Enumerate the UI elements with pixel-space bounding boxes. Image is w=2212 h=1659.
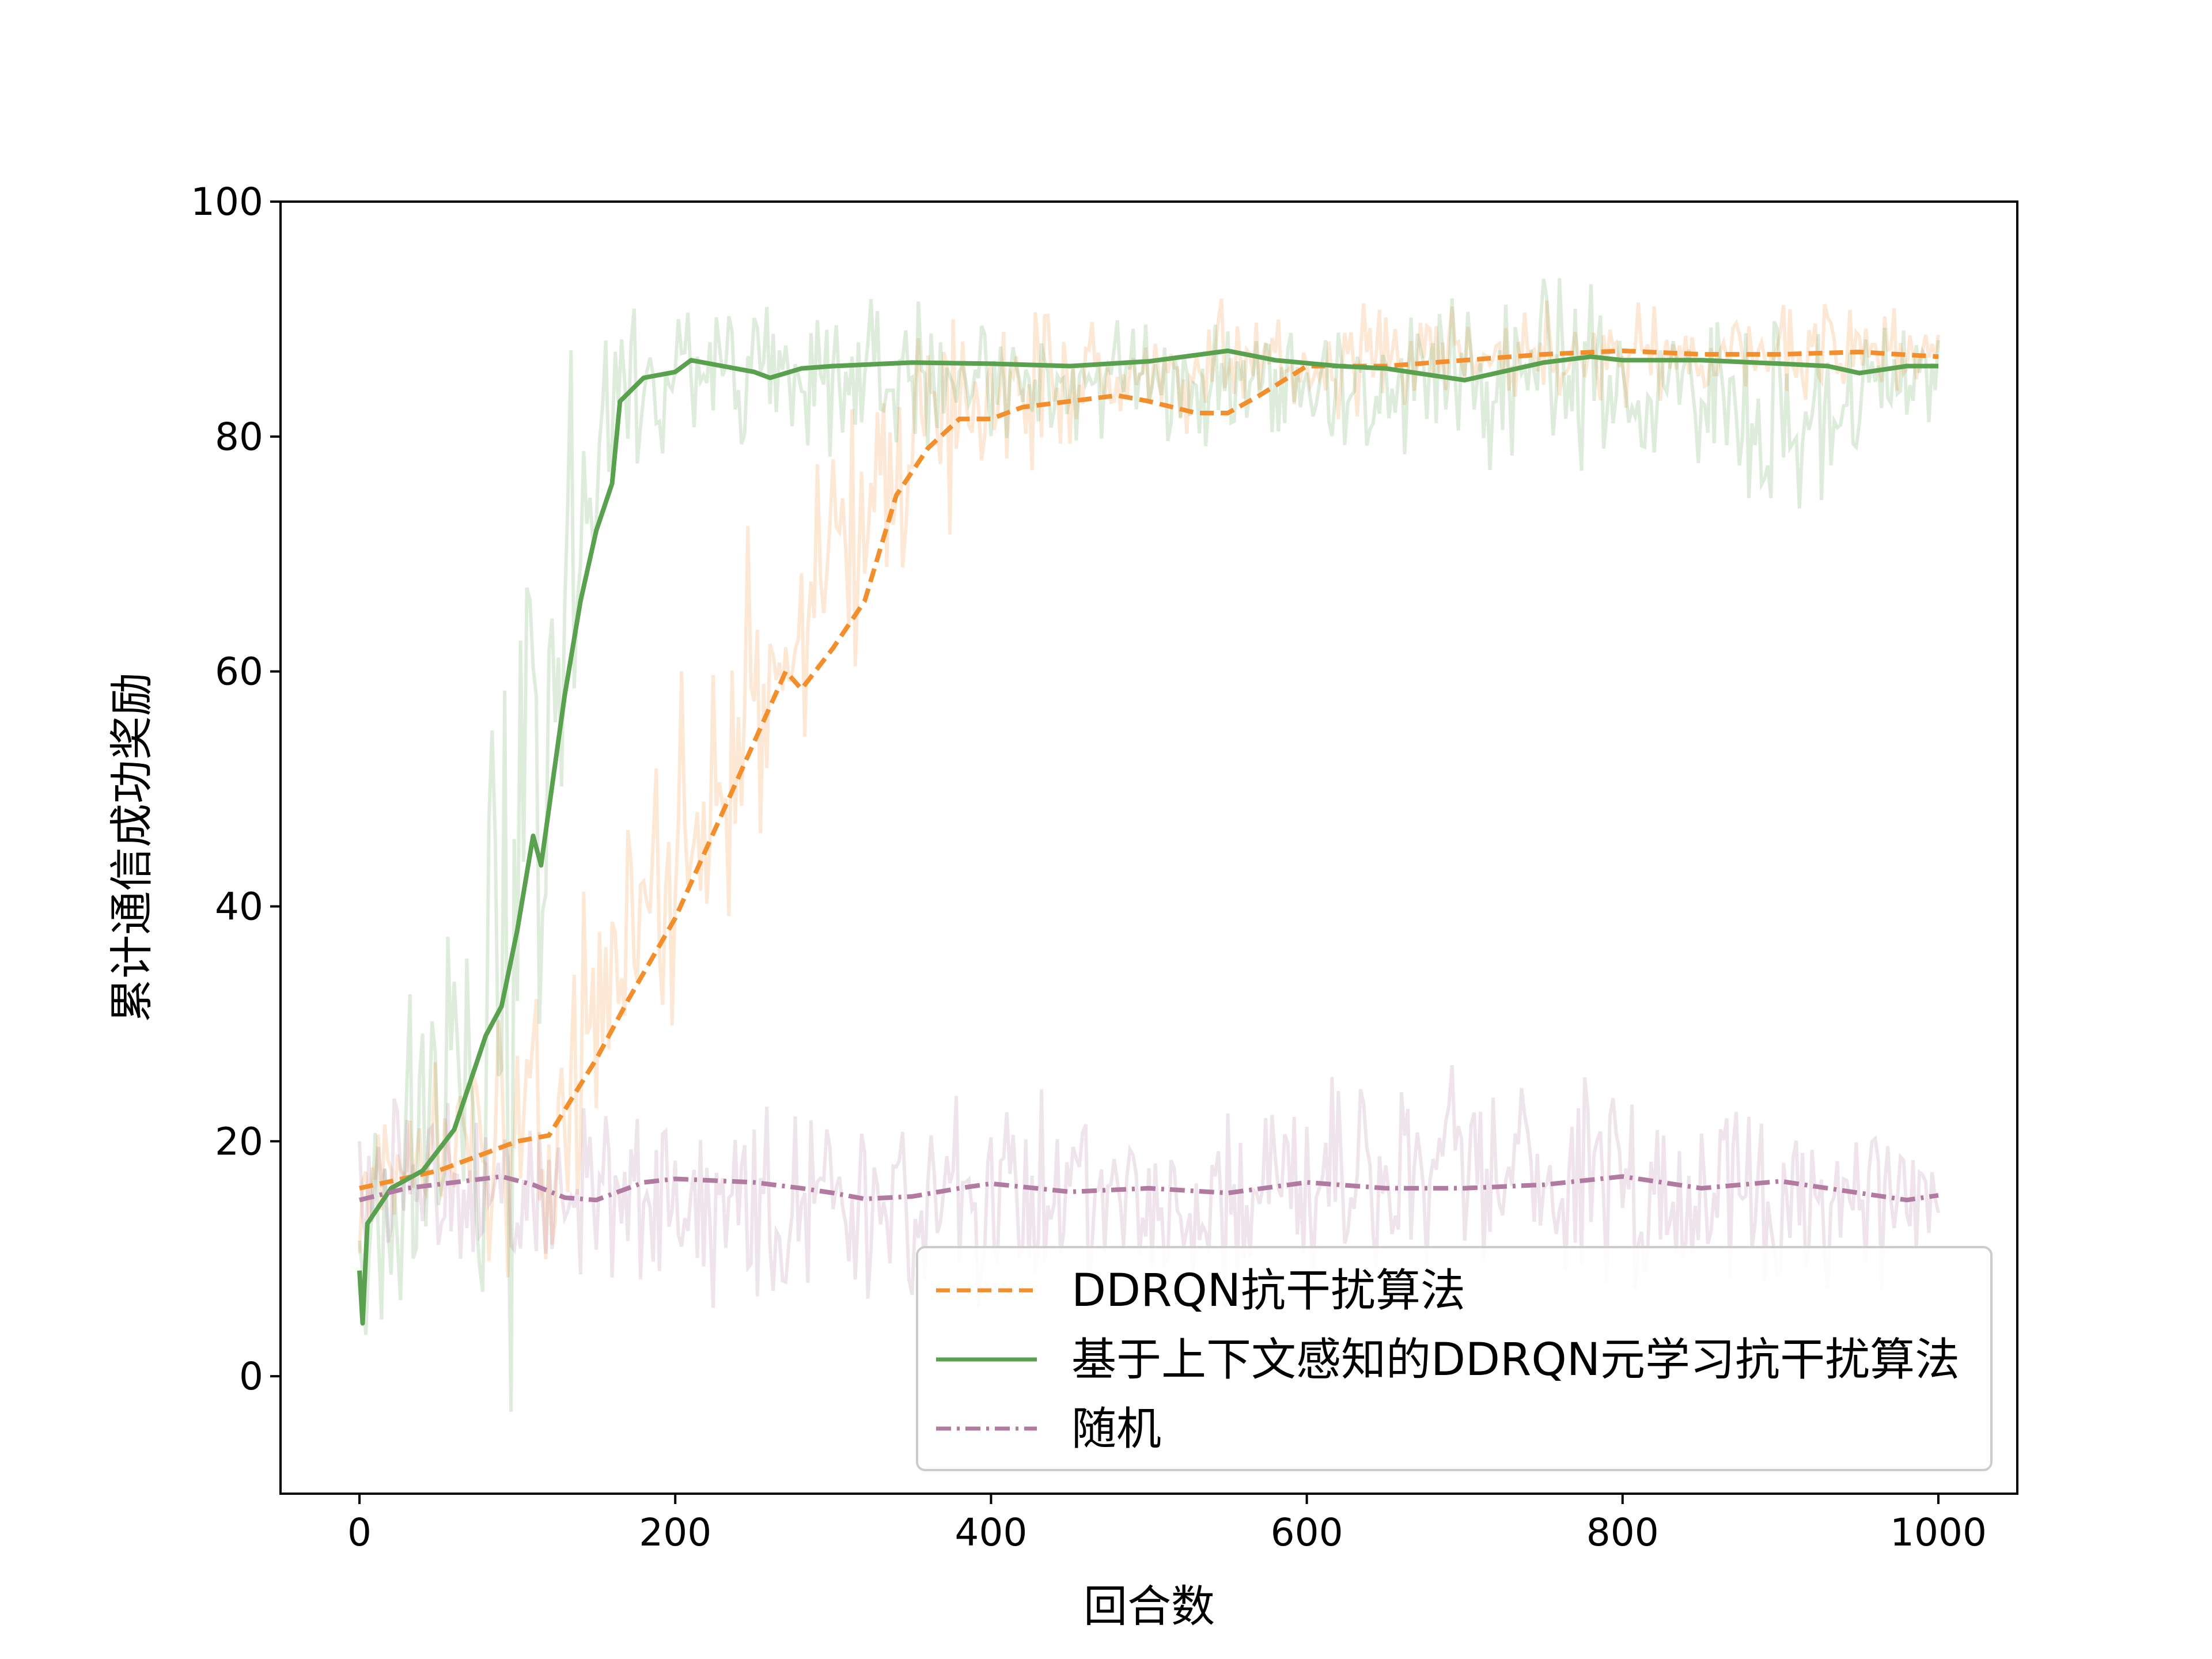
series-line-meta-ddrqn [357, 349, 1938, 1326]
y-axis-ticks: 0 20 40 60 80 100 [191, 180, 281, 1399]
legend: DDRQN抗干扰算法 基于上下文感知的DDRQN元学习抗干扰算法 随机 [916, 1246, 1993, 1471]
x-axis-ticks: 0 200 400 600 800 1000 [347, 1494, 1987, 1555]
y-tick-label: 60 [215, 650, 263, 694]
x-tick-label: 400 [955, 1510, 1027, 1555]
y-tick-label: 40 [215, 884, 263, 929]
legend-box [916, 1246, 1993, 1471]
y-tick-label: 20 [215, 1119, 263, 1164]
series-line-random [359, 1174, 1939, 1203]
series-line-ddrqn [359, 349, 1939, 1191]
x-axis-title: 回合数 [1084, 1581, 1215, 1632]
x-tick-label: 200 [639, 1510, 711, 1555]
plot-frame [279, 200, 2018, 1495]
legend-label-meta-ddrqn: 基于上下文感知的DDRQN元学习抗干扰算法 [1071, 1334, 1960, 1386]
y-tick-label: 0 [239, 1354, 263, 1399]
x-tick-label: 1000 [1890, 1510, 1987, 1555]
legend-label-random: 随机 [1071, 1403, 1161, 1455]
y-tick-label: 80 [215, 415, 263, 459]
x-tick-label: 800 [1586, 1510, 1659, 1555]
y-axis-title: 累计通信成功奖励 [106, 672, 157, 1022]
legend-label-ddrqn: DDRQN抗干扰算法 [1071, 1265, 1465, 1317]
smoothed-lines-layer [357, 349, 1939, 1326]
x-tick-label: 600 [1271, 1510, 1343, 1555]
y-tick-label: 100 [191, 180, 263, 224]
raw-trace-random [358, 1065, 1940, 1308]
x-tick-label: 0 [347, 1510, 372, 1555]
